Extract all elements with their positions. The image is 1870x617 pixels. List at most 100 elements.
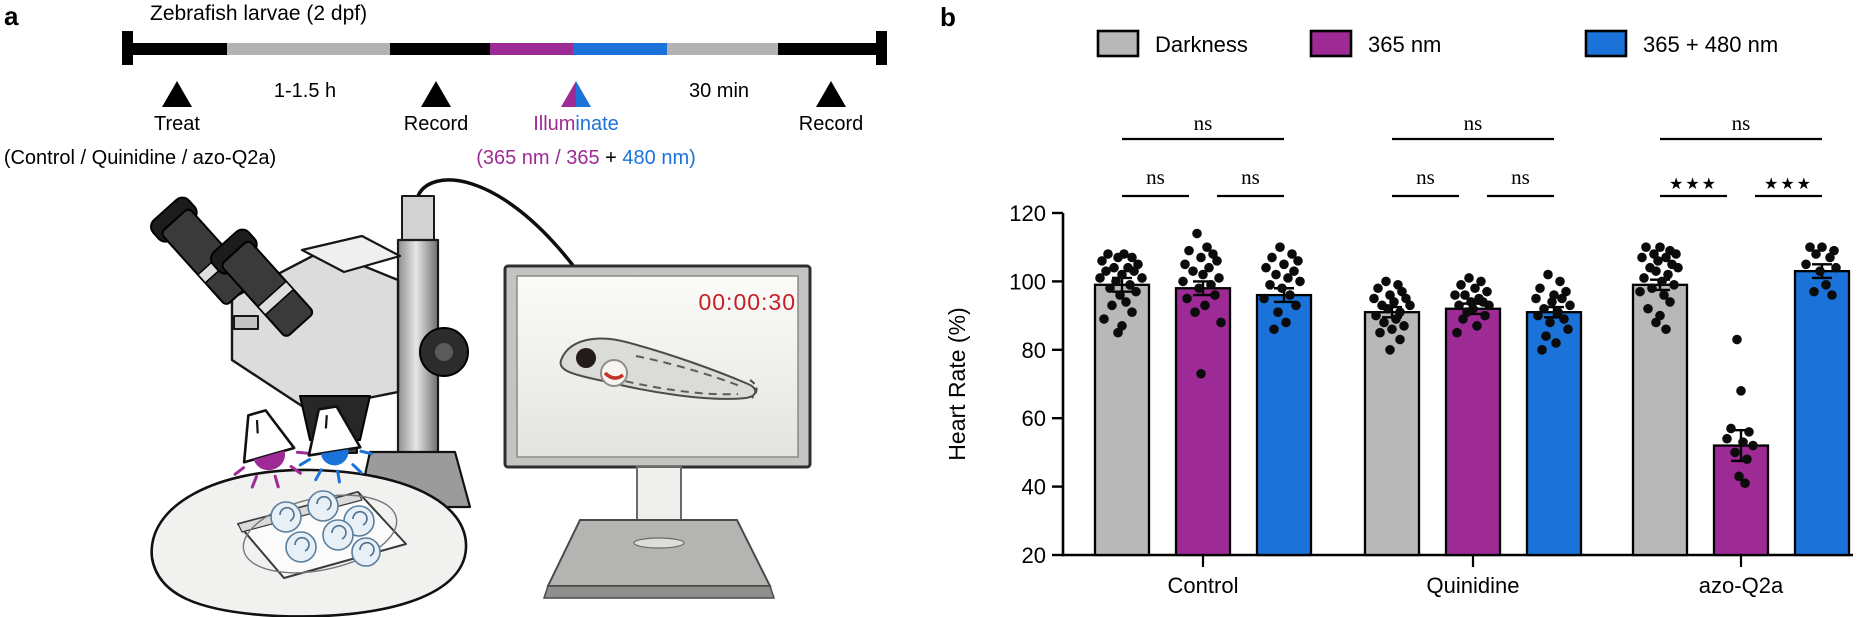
scatter-dot (1732, 334, 1742, 345)
event-label-illuminate: Illuminate (533, 112, 619, 136)
scatter-dot (1831, 262, 1841, 273)
head-top-plate (300, 234, 402, 274)
significance-label: ns (1146, 165, 1165, 189)
scatter-dot (1198, 269, 1208, 280)
y-tick-label: 40 (1022, 475, 1046, 500)
larva-yolk (600, 359, 628, 387)
text-part: inate (575, 113, 619, 135)
legend-swatch-1 (1309, 29, 1353, 58)
event-marker-illuminate-right (576, 81, 591, 107)
scatter-dot (1671, 249, 1681, 259)
event-label-record: Record (404, 112, 468, 136)
timeline-event-markers (162, 81, 846, 107)
text-part: Record (403, 113, 469, 135)
timeline-caption-1: (365 nm / 365 + 480 nm) (476, 146, 696, 170)
scatter-dot (1379, 317, 1389, 328)
bar-azo-Q2a-365 + 480 nm (1793, 269, 1851, 557)
scatter-dot (1452, 327, 1462, 338)
scatter-dot (1635, 286, 1645, 297)
side-stub (233, 315, 259, 330)
monitor-base (546, 519, 772, 587)
heart-rate-chart: Darkness 365 nm 365 + 480 nm 20 40 60 80 100 120… (944, 29, 1853, 598)
text-part: Illum (533, 113, 576, 135)
event-marker-record (421, 81, 451, 107)
scatter-dot (1637, 252, 1647, 263)
bar-azo-Q2a-Darkness (1631, 283, 1689, 557)
scatter-dot (1555, 276, 1565, 287)
text-part: 480 nm) (622, 147, 696, 169)
uv-lamp-icon (233, 409, 310, 489)
bar-Control-365 nm (1174, 287, 1232, 557)
scatter-dot (1744, 427, 1754, 437)
legend-label-2: 365 + 480 nm (1643, 32, 1778, 57)
scatter-dot (1285, 290, 1295, 300)
scatter-dot (1659, 290, 1669, 300)
scatter-dot (1653, 256, 1663, 266)
scatter-dot (1476, 276, 1486, 287)
scatter-dot (1267, 252, 1277, 263)
scatter-dot (1551, 338, 1561, 348)
scatter-dot (1456, 280, 1466, 290)
scatter-dot (1259, 293, 1269, 304)
monitor-base-edge (542, 585, 776, 599)
bar-Quinidine-365 nm (1444, 307, 1502, 557)
scatter-dot (1271, 269, 1281, 280)
scatter-dot (1405, 300, 1415, 311)
scatter-dot (1295, 276, 1305, 287)
scatter-dot (1669, 280, 1679, 290)
timeline-segment-post (778, 43, 876, 55)
scatter-dot (1113, 327, 1123, 338)
scatter-dot (1541, 331, 1551, 341)
scatter-dot (1283, 273, 1293, 283)
scatter-dot (1470, 283, 1480, 294)
text-part: (365 nm / 365 (476, 147, 606, 169)
event-marker-record (816, 81, 846, 107)
scatter-dot (1178, 276, 1188, 287)
neck-joint (633, 537, 685, 549)
scatter-dot (1127, 307, 1137, 317)
scatter-dot (1289, 266, 1299, 276)
scatter-dot (1565, 300, 1575, 311)
scatter-dot (1387, 324, 1397, 335)
x-category-label: Control (1168, 573, 1239, 598)
scatter-dot (1553, 307, 1563, 317)
camera-cable (416, 178, 577, 270)
scatter-dot (1651, 317, 1661, 328)
scatter-dot (1482, 286, 1492, 297)
scatter-dot (1458, 314, 1468, 324)
scatter-dot (1825, 252, 1835, 263)
scatter-dot (1277, 283, 1287, 294)
timeline-segment-blue-480 (573, 43, 667, 55)
scatter-dot (1269, 324, 1279, 335)
scatter-dot (1113, 252, 1123, 263)
significance-label: ns (1194, 111, 1213, 135)
scatter-dot (1537, 345, 1547, 355)
event-label-treat: Treat (154, 112, 200, 136)
scatter-dot (1811, 249, 1821, 259)
timeline-cap (876, 31, 887, 65)
blue-lamp-icon (298, 405, 373, 484)
panel-b-label: b (940, 2, 956, 32)
scatter-dot (1101, 266, 1111, 276)
scatter-dot (1643, 303, 1653, 314)
scatter-dot (1279, 259, 1289, 270)
scatter-dot (1809, 286, 1819, 297)
scatter-dot (1563, 324, 1573, 335)
scatter-dot (1293, 256, 1303, 266)
scatter-dot (1111, 276, 1121, 287)
scatter-dot (1736, 386, 1746, 396)
scatter-dot (1265, 280, 1275, 290)
scatter-dot (1543, 269, 1553, 280)
legend-swatch-0 (1096, 29, 1140, 58)
scatter-dot (1129, 266, 1139, 276)
scatter-dot (1385, 345, 1395, 355)
scatter-dot (1216, 317, 1226, 328)
scatter-dot (1131, 286, 1141, 297)
timeline-segment-wait (667, 43, 778, 55)
text-part: (Control / Quinidine / azo-Q2a) (3, 147, 277, 169)
scatter-dot (1188, 266, 1198, 276)
scatter-dot (1194, 283, 1204, 294)
scatter-dot (1557, 293, 1567, 304)
scatter-dot (1535, 283, 1545, 294)
scatter-dot (1369, 293, 1379, 304)
